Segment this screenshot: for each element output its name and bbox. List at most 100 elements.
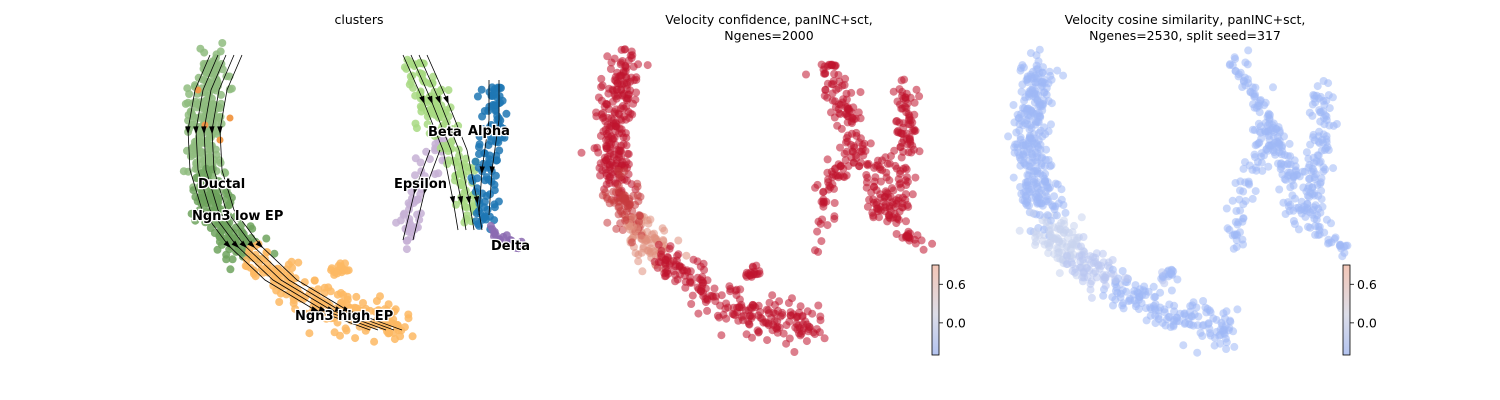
cell-point (910, 145, 918, 154)
cell-point (446, 126, 455, 135)
cell-point (197, 102, 206, 111)
cell-point (479, 159, 488, 168)
cell-point (1180, 319, 1189, 328)
cell-point (820, 334, 829, 343)
cell-point (300, 278, 309, 287)
confidence-plot: 0.6 0.0 (577, 45, 966, 356)
cell-point (722, 299, 731, 308)
cell-point (249, 266, 258, 275)
cell-point (674, 236, 683, 245)
cell-point (915, 92, 924, 101)
cell-point (1285, 139, 1294, 148)
cell-point (487, 121, 496, 129)
cell-point (1125, 294, 1134, 303)
velocity-arrow (443, 95, 449, 105)
cell-point (1032, 230, 1041, 239)
cell-point (498, 125, 507, 134)
cell-point (851, 151, 860, 160)
cell-point (1222, 204, 1231, 213)
cell-point (417, 185, 426, 194)
cell-point (1340, 242, 1349, 251)
velocity-arrow (413, 185, 419, 195)
cell-point (1253, 140, 1261, 149)
cell-point (1054, 235, 1063, 243)
cell-point (452, 157, 461, 166)
cell-point (1257, 134, 1266, 143)
cell-point (634, 257, 643, 266)
cell-point (1009, 173, 1018, 182)
cell-point (849, 158, 858, 167)
cell-point (778, 311, 787, 320)
cell-point (596, 171, 605, 180)
cell-point (221, 189, 230, 198)
cell-point (1258, 166, 1267, 175)
cell-point (897, 76, 906, 85)
cell-point (275, 298, 284, 306)
cell-point (1055, 269, 1064, 278)
cell-point (1167, 286, 1176, 295)
cell-point (405, 224, 414, 233)
cell-point (1011, 140, 1020, 149)
cell-point (1010, 148, 1019, 157)
cell-point (661, 260, 670, 269)
cell-point (218, 39, 227, 47)
cell-point (866, 139, 875, 148)
cell-point (616, 79, 625, 88)
cell-point (444, 156, 453, 165)
cell-point (901, 163, 910, 172)
cell-point (713, 311, 722, 320)
cell-point (742, 330, 751, 339)
cell-point (1026, 162, 1035, 171)
velocity-arrow (193, 126, 199, 135)
cell-point (621, 202, 630, 211)
cell-point (232, 212, 240, 221)
cell-point (635, 217, 643, 226)
cell-point (1313, 82, 1322, 91)
cell-point (686, 277, 695, 286)
cell-point (1189, 321, 1198, 330)
cell-point (202, 138, 211, 147)
cell-point (1142, 316, 1151, 325)
cell-point (1329, 164, 1338, 173)
cell-point (1225, 225, 1234, 234)
cell-point (626, 51, 635, 60)
cell-point (1206, 308, 1215, 317)
cell-point (294, 258, 303, 267)
cell-point (1312, 215, 1321, 224)
cell-point (1316, 117, 1325, 126)
cell-point (912, 85, 921, 94)
cell-point (902, 108, 911, 117)
cell-point (823, 168, 832, 177)
cell-point (477, 85, 486, 94)
cell-point (440, 120, 449, 129)
cell-point (1021, 93, 1030, 102)
cell-point (1289, 181, 1298, 190)
cell-point (848, 113, 857, 122)
cell-point (606, 65, 615, 73)
cell-point (1140, 282, 1149, 291)
cell-point (1241, 197, 1250, 205)
cell-point (191, 216, 200, 225)
cell-point (816, 316, 825, 325)
cell-point (212, 86, 220, 95)
streamline (488, 80, 500, 216)
streamline (478, 80, 490, 216)
cell-point (192, 173, 201, 182)
cell-point (633, 224, 641, 233)
cell-point (828, 180, 837, 189)
cell-point (697, 287, 705, 296)
cell-point (903, 173, 911, 182)
title-line-2: Ngenes=2530, split seed=317 (1089, 28, 1281, 43)
cell-point (1268, 121, 1277, 129)
cell-point (819, 195, 828, 204)
cell-point (605, 84, 614, 93)
cell-point (895, 85, 904, 94)
cell-point (1047, 120, 1055, 129)
cell-point (615, 146, 624, 155)
cell-point (610, 54, 619, 63)
title-line-1: Velocity confidence, panINC+sct, (665, 12, 873, 27)
cell-point (246, 222, 255, 231)
title-line-2: Ngenes=2000 (724, 28, 814, 43)
cell-point (865, 195, 874, 204)
panel-title: Velocity confidence, panINC+sct, Ngenes=… (560, 12, 978, 44)
